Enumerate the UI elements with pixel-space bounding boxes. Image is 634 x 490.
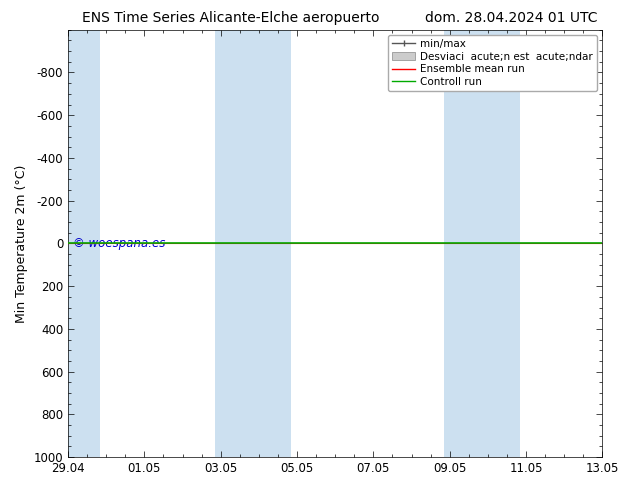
Bar xyxy=(215,30,291,457)
Y-axis label: Min Temperature 2m (°C): Min Temperature 2m (°C) xyxy=(15,164,28,322)
Legend: min/max, Desviaci  acute;n est  acute;ndar, Ensemble mean run, Controll run: min/max, Desviaci acute;n est acute;ndar… xyxy=(388,35,597,91)
Text: ENS Time Series Alicante-Elche aeropuerto: ENS Time Series Alicante-Elche aeropuert… xyxy=(82,11,380,25)
Text: © woespana.es: © woespana.es xyxy=(74,237,165,250)
Text: dom. 28.04.2024 01 UTC: dom. 28.04.2024 01 UTC xyxy=(425,11,597,25)
Bar xyxy=(444,30,521,457)
Bar xyxy=(68,30,100,457)
